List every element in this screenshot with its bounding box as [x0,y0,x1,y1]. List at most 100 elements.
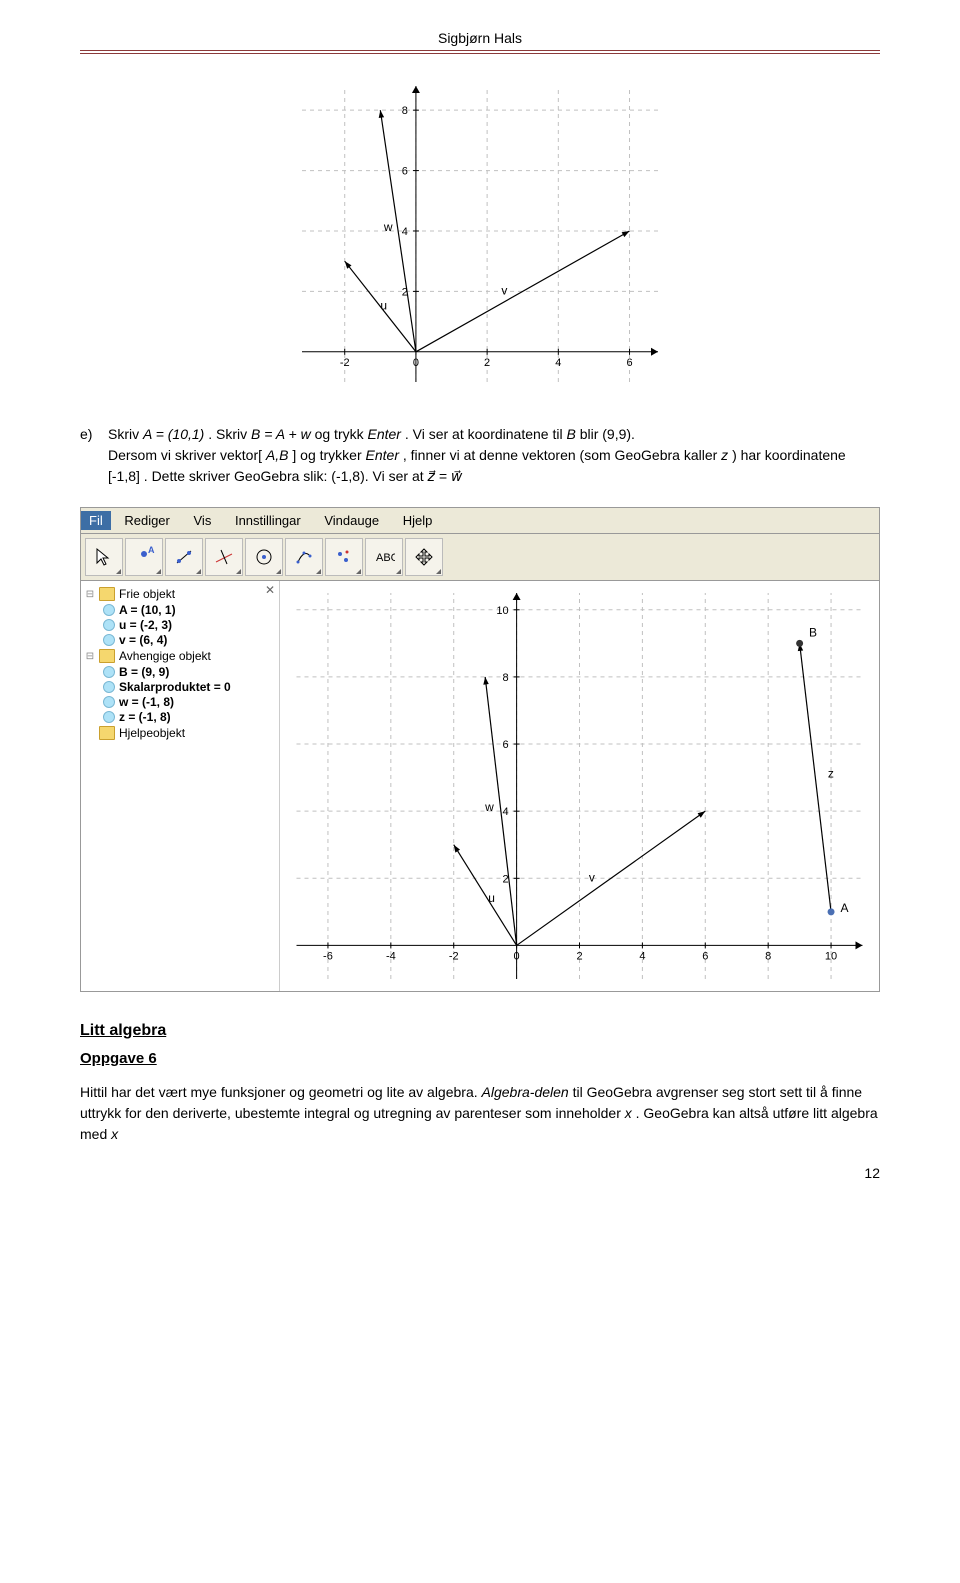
tool-circle[interactable] [245,538,283,576]
svg-text:0: 0 [514,950,520,962]
dot-icon[interactable] [103,619,115,631]
dot-icon[interactable] [103,634,115,646]
kw-enter: Enter [366,447,399,463]
tool-text[interactable]: ABC [365,538,403,576]
dot-icon[interactable] [103,681,115,693]
txt-algebra-delen: Algebra-delen [482,1084,569,1100]
dot-icon[interactable] [103,604,115,616]
txt: , finner vi at denne vektoren (som GeoGe… [403,447,721,463]
svg-text:w: w [484,800,494,814]
page-header-author: Sigbjørn Hals [80,30,880,46]
svg-text:2: 2 [576,950,582,962]
svg-text:4: 4 [502,806,508,818]
svg-text:0: 0 [413,357,419,369]
svg-text:4: 4 [639,950,645,962]
kw-enter: Enter [368,426,401,442]
svg-text:8: 8 [402,105,408,117]
var-x: x [625,1105,632,1121]
txt: . Vi ser at koordinatene til [405,426,567,442]
txt: Hittil har det vært mye funksjoner og ge… [80,1084,482,1100]
obj-B[interactable]: B = (9, 9) [119,665,169,679]
svg-text:6: 6 [626,357,632,369]
svg-text:-4: -4 [386,950,396,962]
folder-icon [99,649,115,663]
menu-innstillingar[interactable]: Innstillingar [225,511,311,530]
svg-text:8: 8 [502,672,508,684]
menu-vis[interactable]: Vis [184,511,222,530]
txt: og trykk [315,426,368,442]
geogebra-screenshot: Fil Rediger Vis Innstillingar Vindauge H… [80,507,880,992]
free-objects-label: Frie objekt [119,587,175,601]
svg-text:6: 6 [702,950,708,962]
dependent-objects-label: Avhengige objekt [119,649,211,663]
tool-arc[interactable] [285,538,323,576]
tool-arrow[interactable] [85,538,123,576]
svg-text:6: 6 [502,739,508,751]
oppgave6-body: Hittil har det vært mye funksjoner og ge… [80,1082,880,1145]
txt: . Skriv [208,426,251,442]
svg-text:w: w [383,220,393,234]
algebra-panel: ✕ ⊟Frie objekt A = (10, 1) u = (-2, 3) v… [81,581,280,991]
obj-v[interactable]: v = (6, 4) [119,633,167,647]
menu-rediger[interactable]: Rediger [114,511,180,530]
menu-fil[interactable]: Fil [81,511,111,530]
txt: ] og trykker [292,447,365,463]
header-divider [80,50,880,54]
txt: Dersom vi skriver vektor[ [108,447,262,463]
dot-icon[interactable] [103,696,115,708]
svg-text:4: 4 [555,357,561,369]
svg-text:2: 2 [502,873,508,885]
obj-scalar[interactable]: Skalarproduktet = 0 [119,680,231,694]
toolbar: A ABC [80,534,880,581]
svg-text:-6: -6 [323,950,333,962]
tool-point[interactable]: A [125,538,163,576]
oppgave-6-heading: Oppgave 6 [80,1050,880,1067]
graphics-panel[interactable]: -6-4-20246810246810uwvzAB [280,581,879,991]
eq-A: A = (10,1) [143,426,204,442]
section-litt-algebra: Litt algebra [80,1022,880,1040]
svg-text:B: B [809,626,817,640]
tool-move[interactable] [405,538,443,576]
tool-perp[interactable] [205,538,243,576]
menu-hjelp[interactable]: Hjelp [393,511,443,530]
obj-z[interactable]: z = (-1, 8) [119,710,171,724]
menubar: Fil Rediger Vis Innstillingar Vindauge H… [80,507,880,534]
obj-u[interactable]: u = (-2, 3) [119,618,172,632]
svg-text:u: u [488,891,495,905]
svg-text:ABC: ABC [376,552,395,564]
svg-text:-2: -2 [449,950,459,962]
svg-text:A: A [840,901,848,915]
txt: Skriv [108,426,143,442]
panel-close-icon[interactable]: ✕ [265,583,275,597]
svg-text:v: v [589,871,595,885]
var-AB: A,B [266,447,289,463]
vector-chart-1: -202462468uwv [80,74,880,394]
obj-A[interactable]: A = (10, 1) [119,603,176,617]
var-B: B [566,426,575,442]
svg-text:v: v [501,283,507,297]
svg-text:-2: -2 [340,357,350,369]
svg-text:6: 6 [402,166,408,178]
menu-vindauge[interactable]: Vindauge [314,511,389,530]
svg-text:u: u [380,299,387,313]
text-paragraph-e: e) Skriv A = (10,1) . Skriv B = A + w og… [80,424,880,487]
tool-line[interactable] [165,538,203,576]
var-z: z [721,447,728,463]
item-e-label: e) [80,424,108,487]
folder-icon [99,587,115,601]
page-number: 12 [80,1165,880,1181]
dot-icon[interactable] [103,711,115,723]
svg-text:z: z [828,767,834,781]
svg-text:4: 4 [402,226,408,238]
tool-dots[interactable] [325,538,363,576]
var-x: x [111,1126,118,1142]
folder-icon [99,726,115,740]
eq-B: B = A + w [251,426,311,442]
svg-text:A: A [148,546,155,555]
help-objects-label: Hjelpeobjekt [119,726,185,740]
dot-icon[interactable] [103,666,115,678]
obj-w[interactable]: w = (-1, 8) [119,695,174,709]
txt: blir (9,9). [580,426,635,442]
eq-zw: z⃗ = w⃗ [428,468,463,484]
svg-text:10: 10 [825,950,837,962]
